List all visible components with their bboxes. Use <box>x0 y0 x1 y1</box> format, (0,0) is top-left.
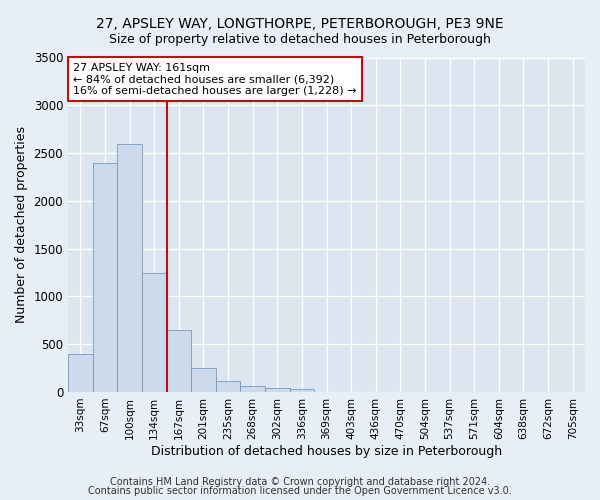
Bar <box>167 330 191 392</box>
Text: Size of property relative to detached houses in Peterborough: Size of property relative to detached ho… <box>109 32 491 46</box>
Text: 27, APSLEY WAY, LONGTHORPE, PETERBOROUGH, PE3 9NE: 27, APSLEY WAY, LONGTHORPE, PETERBOROUGH… <box>96 18 504 32</box>
Bar <box>216 382 241 392</box>
X-axis label: Distribution of detached houses by size in Peterborough: Distribution of detached houses by size … <box>151 444 502 458</box>
Bar <box>290 389 314 392</box>
Bar <box>68 354 92 392</box>
Bar <box>142 272 167 392</box>
Bar <box>191 368 216 392</box>
Bar <box>265 388 290 392</box>
Bar <box>92 162 117 392</box>
Text: Contains HM Land Registry data © Crown copyright and database right 2024.: Contains HM Land Registry data © Crown c… <box>110 477 490 487</box>
Y-axis label: Number of detached properties: Number of detached properties <box>15 126 28 323</box>
Text: 27 APSLEY WAY: 161sqm
← 84% of detached houses are smaller (6,392)
16% of semi-d: 27 APSLEY WAY: 161sqm ← 84% of detached … <box>73 62 357 96</box>
Bar <box>241 386 265 392</box>
Text: Contains public sector information licensed under the Open Government Licence v3: Contains public sector information licen… <box>88 486 512 496</box>
Bar <box>117 144 142 392</box>
